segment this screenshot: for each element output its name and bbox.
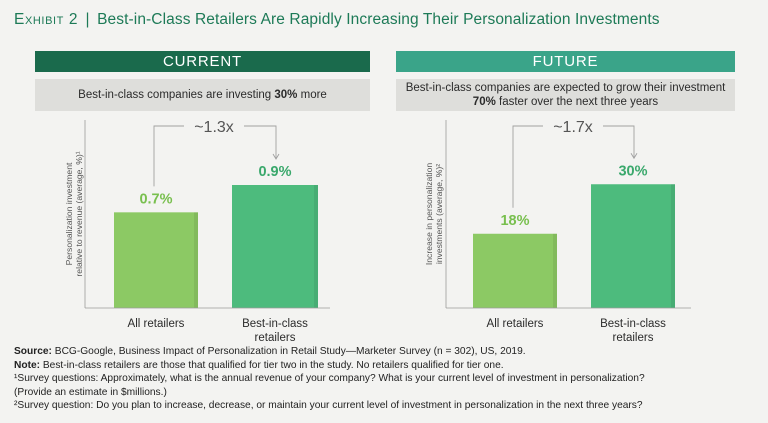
source-text: BCG-Google, Business Impact of Personali… [51, 346, 526, 357]
current-subtitle-bold: 30% [274, 89, 298, 101]
footnote-2: ²Survey question: Do you plan to increas… [14, 400, 643, 412]
future-y-axis-label: Increase in personalizationinvestments (… [424, 163, 444, 265]
current-subtitle-pre: Best-in-class companies are investing [78, 89, 275, 101]
note-line: Note: Best-in-class retailers are those … [14, 359, 759, 373]
exhibit-number: Exhibit 2 [14, 11, 79, 28]
future-bracket-right [603, 125, 635, 159]
future-bracket-left [512, 125, 543, 208]
note-text: Best-in-class retailers are those that q… [40, 359, 504, 371]
exhibit-title: Exhibit 2 | Best-in-Class Retailers Are … [14, 11, 660, 29]
future-bar-all-retailers [473, 233, 557, 308]
future-subtitle: Best-in-class companies are expected to … [396, 79, 735, 111]
future-subtitle-bold: 70% [472, 96, 496, 108]
future-subtitle-line1: Best-in-class companies are expected to … [405, 82, 726, 94]
source-label: Source: [14, 346, 52, 357]
current-bracket-right [244, 125, 277, 159]
current-value-label-1: 0.7% [139, 191, 172, 207]
current-bar-all-retailers [114, 212, 198, 308]
future-bar-shade-2 [671, 184, 675, 308]
note-label: Note: [14, 359, 41, 371]
current-category-label-1: All retailers [128, 318, 185, 330]
current-bracket-left [153, 125, 184, 187]
current-value-label-2: 0.9% [258, 164, 291, 180]
current-y-axis-label: Personalization investmentrelative to re… [64, 151, 84, 276]
current-subtitle-post: more [297, 89, 327, 101]
future-category-label-1: All retailers [487, 318, 544, 330]
future-subtitle-post: faster over the next three years [495, 96, 659, 108]
current-multiplier-annotation: ~1.3x [194, 119, 234, 136]
current-category-label-2: Best-in-class retailers [242, 318, 308, 344]
future-bar-best-in-class [591, 184, 675, 308]
footnote-1: ¹Survey questions: Approximately, what i… [14, 373, 645, 385]
footnotes: Source: BCG-Google, Business Impact of P… [14, 345, 759, 413]
future-category-label-2: Best-in-class retailers [600, 318, 666, 344]
future-panel-header: FUTURE [396, 51, 735, 72]
current-arrow-icon [272, 153, 280, 160]
current-bar-best-in-class [232, 185, 318, 308]
future-value-label-2: 30% [618, 163, 647, 179]
current-bar-shade-1 [194, 212, 198, 308]
current-panel-header: CURRENT [35, 51, 370, 72]
future-arrow-icon [630, 153, 638, 160]
future-bar-shade-1 [553, 233, 557, 308]
current-subtitle: Best-in-class companies are investing 30… [35, 79, 370, 111]
bar-charts: Personalization investmentrelative to re… [64, 119, 691, 344]
footnote-1-continued: (Provide an estimate in $millions.) [14, 386, 167, 398]
future-value-label-1: 18% [500, 213, 529, 229]
source-line: Source: BCG-Google, Business Impact of P… [14, 345, 759, 359]
future-multiplier-annotation: ~1.7x [553, 119, 593, 136]
title-text: Best-in-Class Retailers Are Rapidly Incr… [97, 11, 660, 28]
title-separator: | [85, 11, 90, 28]
current-bar-shade-2 [314, 185, 318, 308]
